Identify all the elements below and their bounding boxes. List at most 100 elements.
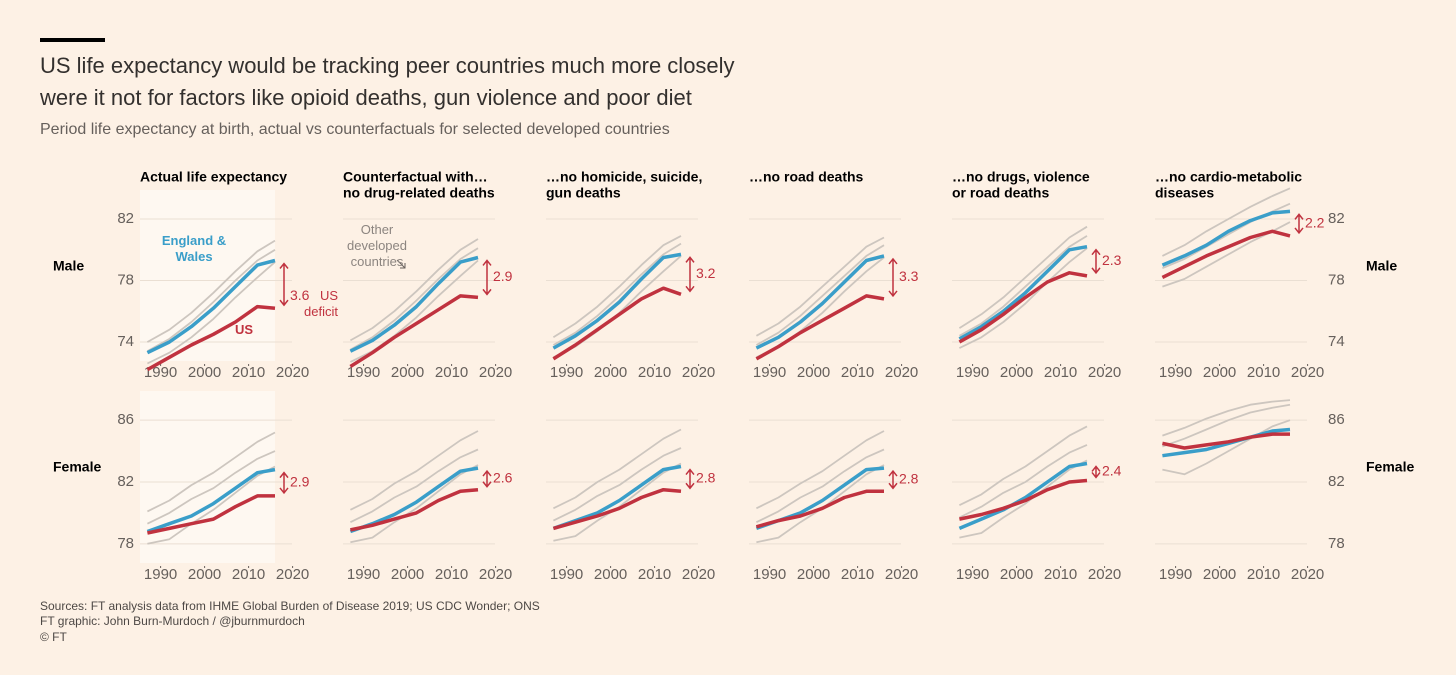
y-tick-label: 74 [117,333,134,350]
x-tick-label: 2000 [1203,566,1236,583]
peer-line [350,464,479,544]
gap-arrow [482,259,492,296]
gap-label: 2.9 [493,268,513,284]
series-line [958,461,1088,531]
x-tick-label: 2000 [1000,566,1033,583]
x-tick-label: 1990 [753,364,786,381]
peer-line [959,425,1088,507]
x-tick-label: 1990 [550,566,583,583]
peer-line [553,447,682,522]
note: US deficit [304,288,338,320]
title: US life expectancy would be tracking pee… [40,53,735,78]
x-tick-label: 2000 [797,364,830,381]
gap-label: 2.2 [1305,214,1325,230]
y-tick-label: 78 [117,535,134,552]
series-line [146,304,276,372]
y-tick-label: 82 [1328,473,1345,490]
x-tick-label: 2000 [797,566,830,583]
series-line [147,494,275,535]
gap-arrow [482,469,492,488]
peer-line [959,444,1088,519]
series-line [755,489,884,529]
gap-label: 2.8 [899,470,919,486]
gap-label: 3.2 [696,265,716,281]
y-tick-label: 78 [117,271,134,288]
x-tick-label: 2010 [232,566,265,583]
panel-title: …no road deaths [749,169,864,185]
peer-line [552,242,682,346]
series-line [959,478,1088,521]
y-tick-label: 86 [117,411,134,428]
panel-title: …no cardio-metabolic [1155,169,1302,185]
gap-arrow [279,262,289,307]
row-label: Male [1366,258,1397,274]
panel-title: diseases [1155,185,1214,201]
x-tick-label: 1990 [347,364,380,381]
peer-line [755,244,885,346]
series-line [958,244,1088,341]
peer-line [147,465,276,545]
y-tick-label: 82 [117,210,134,227]
series-line [146,258,276,355]
x-tick-label: 1990 [144,566,177,583]
x-tick-label: 2020 [885,566,918,583]
x-tick-label: 2010 [1044,364,1077,381]
peer-line [146,239,276,343]
panel-title: Actual life expectancy [140,169,287,185]
peer-line [1162,187,1291,257]
series-line [958,271,1088,344]
footer: Sources: FT analysis data from IHME Glob… [40,599,540,613]
series-line [755,294,885,361]
peer-line [350,448,479,524]
y-tick-label: 74 [1328,333,1345,350]
row-label: Male [53,258,84,274]
peer-line [959,247,1088,349]
y-tick-label: 82 [117,473,134,490]
x-tick-label: 2000 [1203,364,1236,381]
peer-line [1162,399,1291,437]
series-label: US [234,322,254,338]
panel-title: Counterfactual with… [343,169,488,185]
x-tick-label: 1990 [144,364,177,381]
subtitle: Period life expectancy at birth, actual … [40,121,670,138]
x-tick-label: 2020 [885,364,918,381]
x-tick-label: 2000 [391,364,424,381]
gap-label: 2.3 [1102,252,1122,268]
peer-line [1162,403,1291,448]
series-line [552,487,682,531]
x-tick-label: 2020 [1088,364,1121,381]
x-tick-label: 2020 [1291,566,1324,583]
peer-line [959,459,1088,539]
series-line [552,252,682,350]
x-tick-label: 2010 [1044,566,1077,583]
panel-background [140,190,275,361]
x-tick-label: 2020 [479,566,512,583]
row-label: Female [53,459,101,475]
note: Other developed countries [347,222,407,269]
x-tick-label: 2010 [638,566,671,583]
series-line [349,255,479,353]
x-tick-label: 2000 [1000,364,1033,381]
peer-line [1162,419,1291,476]
peer-line [958,225,1088,329]
peer-line [756,430,885,510]
peer-line [553,428,682,510]
x-tick-label: 2010 [841,566,874,583]
panel-title: gun deaths [546,185,621,201]
panel-title: …no drugs, violence [952,169,1090,185]
x-tick-label: 2000 [188,566,221,583]
series-line [552,286,682,361]
x-tick-label: 2020 [1088,566,1121,583]
x-tick-label: 2000 [594,566,627,583]
x-tick-label: 2010 [435,566,468,583]
x-tick-label: 2000 [188,364,221,381]
series-line [755,254,885,350]
x-tick-label: 2010 [841,364,874,381]
x-tick-label: 1990 [347,566,380,583]
series-label: England & Wales [161,232,227,264]
peer-line [349,247,479,351]
x-tick-label: 2000 [391,566,424,583]
y-tick-label: 82 [1328,210,1345,227]
